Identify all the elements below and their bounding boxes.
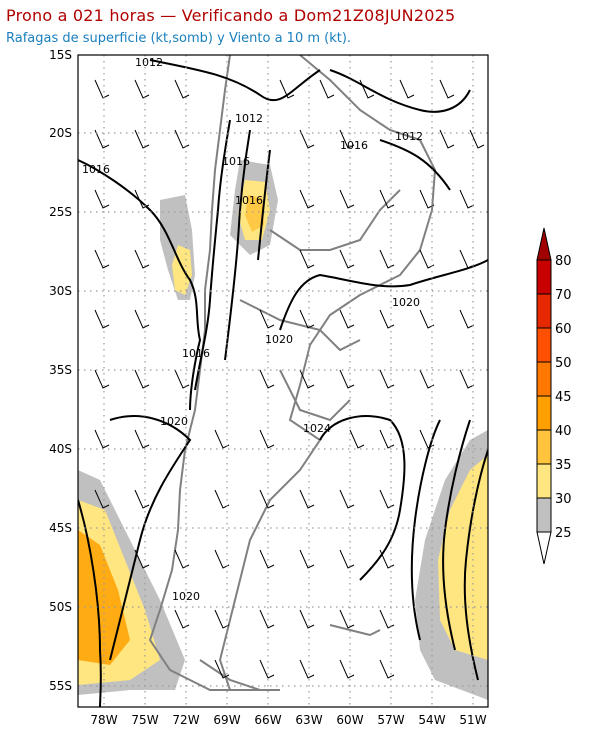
- map-title: Prono a 021 horas — Verificando a Dom21Z…: [6, 6, 456, 25]
- colorbar-label: 60: [555, 322, 572, 337]
- isobar-label: 1016: [82, 163, 110, 176]
- isobar-label: 1024: [303, 422, 331, 435]
- colorbar-swatch: [536, 293, 552, 329]
- colorbar: 25 30 35 40 45 50 60 70 80: [536, 227, 572, 565]
- isobar-label: 1012: [235, 112, 263, 125]
- lat-label: 40S: [49, 442, 72, 456]
- colorbar-swatch: [536, 361, 552, 397]
- lon-label: 60W: [336, 713, 363, 727]
- isobar-label: 1016: [222, 155, 250, 168]
- colorbar-label: 45: [555, 390, 572, 405]
- longitude-axis: 78W 75W 72W 69W 66W 63W 60W 57W 54W 51W: [90, 713, 486, 727]
- colorbar-label: 30: [555, 492, 572, 507]
- colorbar-max-arrow: [536, 227, 552, 261]
- lon-label: 78W: [90, 713, 117, 727]
- wind-barbs: [94, 79, 485, 679]
- isobar-label: 1020: [172, 590, 200, 603]
- map-gridlines: [78, 55, 488, 707]
- latitude-axis: 15S 20S 25S 30S 35S 40S 45S 50S 55S: [49, 48, 72, 693]
- isobar-label: 1012: [395, 130, 423, 143]
- colorbar-label: 25: [555, 526, 572, 541]
- isobar-label: 1016: [235, 194, 263, 207]
- lat-label: 35S: [49, 363, 72, 377]
- map-frame: [77, 54, 489, 708]
- colorbar-swatch: [536, 395, 552, 431]
- lat-label: 25S: [49, 205, 72, 219]
- colorbar-min-arrow: [536, 531, 552, 565]
- colorbar-label: 80: [555, 254, 572, 269]
- map-subtitle: Rafagas de superficie (kt,somb) y Viento…: [6, 31, 352, 46]
- isobar-label: 1012: [135, 56, 163, 69]
- lon-label: 54W: [418, 713, 445, 727]
- lon-label: 72W: [172, 713, 199, 727]
- colorbar-swatch: [536, 259, 552, 295]
- lon-label: 51W: [459, 713, 486, 727]
- lat-label: 20S: [49, 126, 72, 140]
- lat-label: 50S: [49, 600, 72, 614]
- country-borders: [148, 55, 437, 691]
- lat-label: 15S: [49, 48, 72, 62]
- colorbar-label: 70: [555, 288, 572, 303]
- lon-label: 69W: [213, 713, 240, 727]
- lat-label: 30S: [49, 284, 72, 298]
- colorbar-label: 40: [555, 424, 572, 439]
- colorbar-label: 50: [555, 356, 572, 371]
- isobar-label: 1020: [392, 296, 420, 309]
- isobar-label: 1020: [265, 333, 293, 346]
- lat-label: 45S: [49, 521, 72, 535]
- isobar-label: 1016: [182, 347, 210, 360]
- isobar-lines: [78, 59, 488, 707]
- lon-label: 75W: [131, 713, 158, 727]
- isobar-label: 1020: [160, 415, 188, 428]
- colorbar-swatch: [536, 327, 552, 363]
- colorbar-swatch: [536, 429, 552, 465]
- colorbar-label: 35: [555, 458, 572, 473]
- lon-label: 57W: [377, 713, 404, 727]
- isobar-label: 1016: [340, 139, 368, 152]
- isobar-labels: 1012 1012 1012 1016 1016 1016 1016 1016 …: [82, 56, 423, 603]
- colorbar-swatch: [536, 497, 552, 533]
- lon-label: 66W: [254, 713, 281, 727]
- lon-label: 63W: [295, 713, 322, 727]
- colorbar-swatch: [536, 463, 552, 499]
- lat-label: 55S: [49, 679, 72, 693]
